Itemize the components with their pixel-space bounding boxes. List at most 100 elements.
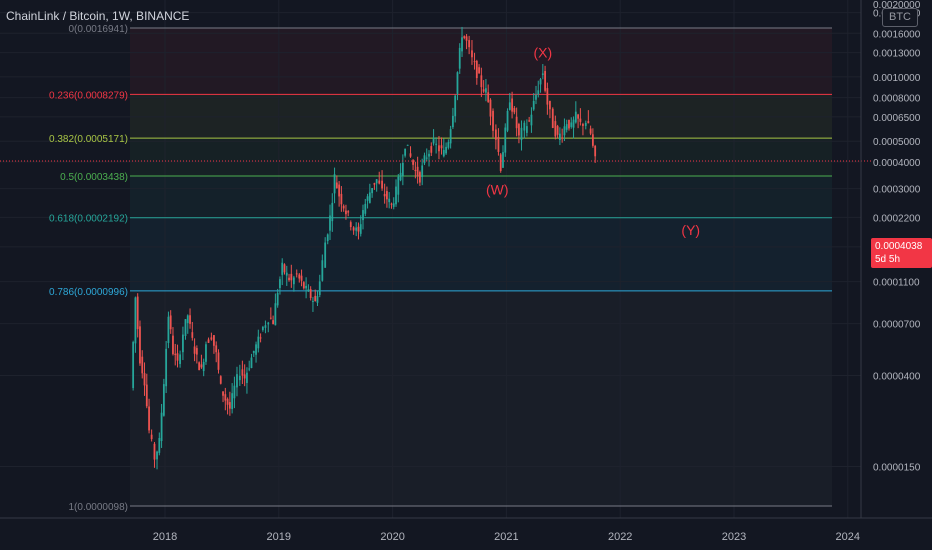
bar-countdown: 5d 5h bbox=[875, 254, 901, 265]
candle-body bbox=[352, 227, 355, 231]
price-tick-label: 0.0001100 bbox=[873, 278, 920, 289]
candle-body bbox=[184, 319, 187, 337]
candle-body bbox=[579, 118, 582, 122]
candle-body bbox=[305, 285, 308, 289]
candle-body bbox=[475, 60, 478, 79]
candle-body bbox=[359, 224, 362, 234]
candle-body bbox=[423, 155, 426, 164]
candle-body bbox=[295, 273, 298, 275]
candle-body bbox=[549, 101, 551, 110]
candle-body bbox=[241, 369, 244, 376]
candle-body bbox=[224, 394, 227, 401]
price-tick-label: 0.0006500 bbox=[873, 113, 921, 124]
price-tick-label: 0.0008000 bbox=[873, 94, 921, 105]
candle-body bbox=[238, 375, 241, 381]
candle-body bbox=[195, 348, 198, 355]
candle-body bbox=[565, 124, 568, 130]
price-tick-label: 0.0004000 bbox=[873, 158, 921, 169]
candle-body bbox=[243, 374, 246, 379]
candle-body bbox=[421, 165, 424, 177]
time-tick-label: 2020 bbox=[380, 531, 404, 543]
time-tick-label: 2018 bbox=[153, 531, 177, 543]
candle-body bbox=[172, 335, 174, 355]
candle-body bbox=[355, 227, 358, 231]
price-tick-label: 0.0000700 bbox=[873, 320, 921, 331]
candle-body bbox=[326, 234, 329, 242]
candle-body bbox=[375, 179, 378, 184]
candle-body bbox=[222, 391, 224, 396]
wave-label: (Y) bbox=[681, 222, 700, 238]
time-tick-label: 2023 bbox=[722, 531, 746, 543]
candle-body bbox=[535, 95, 537, 100]
candle-body bbox=[150, 434, 153, 440]
candle-body bbox=[458, 47, 461, 69]
candle-body bbox=[414, 169, 417, 171]
currency-badge[interactable]: BTC bbox=[882, 8, 918, 27]
candle-body bbox=[329, 215, 331, 231]
candle-body bbox=[250, 357, 253, 368]
candle-body bbox=[383, 193, 386, 197]
candle-body bbox=[362, 210, 364, 221]
candle-body bbox=[226, 398, 229, 405]
candle-body bbox=[257, 336, 260, 349]
candle-body bbox=[428, 153, 430, 157]
candle-body bbox=[228, 402, 231, 409]
candle-body bbox=[143, 373, 146, 386]
candle-body bbox=[136, 296, 139, 330]
candle-body bbox=[357, 226, 360, 232]
price-tick-label: 0.0016000 bbox=[873, 29, 921, 40]
candle-body bbox=[335, 182, 338, 189]
candle-body bbox=[331, 202, 334, 222]
candle-body bbox=[390, 203, 393, 205]
candle-body bbox=[288, 277, 290, 281]
candle-body bbox=[182, 334, 184, 353]
last-price-value: 0.0004038 bbox=[875, 241, 923, 252]
candle-body bbox=[404, 148, 407, 156]
chart-title: ChainLink / Bitcoin, 1W, BINANCE bbox=[6, 9, 190, 23]
candle-body bbox=[397, 176, 400, 195]
candle-body bbox=[202, 361, 205, 372]
candle-body bbox=[338, 184, 341, 197]
candle-body bbox=[511, 98, 513, 112]
candle-body bbox=[264, 325, 267, 328]
candle-body bbox=[452, 115, 454, 128]
price-tick-label: 0.0013000 bbox=[873, 49, 921, 60]
candle-body bbox=[207, 339, 210, 343]
candle-body bbox=[153, 443, 156, 460]
candle-body bbox=[276, 293, 279, 306]
candle-body bbox=[174, 353, 177, 355]
candle-body bbox=[219, 376, 222, 384]
candle-body bbox=[419, 172, 421, 183]
candle-body bbox=[471, 50, 473, 58]
candle-body bbox=[189, 315, 191, 324]
candle-body bbox=[513, 108, 516, 113]
candle-body bbox=[248, 368, 251, 370]
candle-body bbox=[139, 326, 141, 364]
candle-body bbox=[217, 352, 220, 370]
candle-body bbox=[561, 137, 564, 139]
candle-body bbox=[162, 384, 165, 416]
fib-level-label: 0.236(0.0008279) bbox=[49, 90, 128, 101]
candle-body bbox=[312, 300, 314, 302]
candle-body bbox=[591, 134, 594, 146]
candle-body bbox=[406, 144, 409, 146]
candle-body bbox=[445, 146, 447, 154]
candle-body bbox=[530, 114, 533, 126]
candle-body bbox=[508, 102, 511, 110]
candle-body bbox=[205, 344, 207, 362]
candle-body bbox=[259, 337, 262, 339]
candle-body bbox=[463, 36, 466, 39]
candle-body bbox=[274, 303, 277, 326]
candle-body bbox=[145, 384, 148, 407]
candle-body bbox=[440, 145, 443, 149]
candle-body bbox=[200, 364, 203, 368]
candle-body bbox=[556, 126, 559, 135]
candle-body bbox=[499, 154, 502, 171]
wave-labels: (X) (W) (Y) bbox=[486, 45, 700, 238]
candle-body bbox=[279, 279, 281, 288]
candle-body bbox=[316, 295, 319, 303]
candle-body bbox=[587, 121, 590, 124]
candle-body bbox=[321, 260, 324, 281]
